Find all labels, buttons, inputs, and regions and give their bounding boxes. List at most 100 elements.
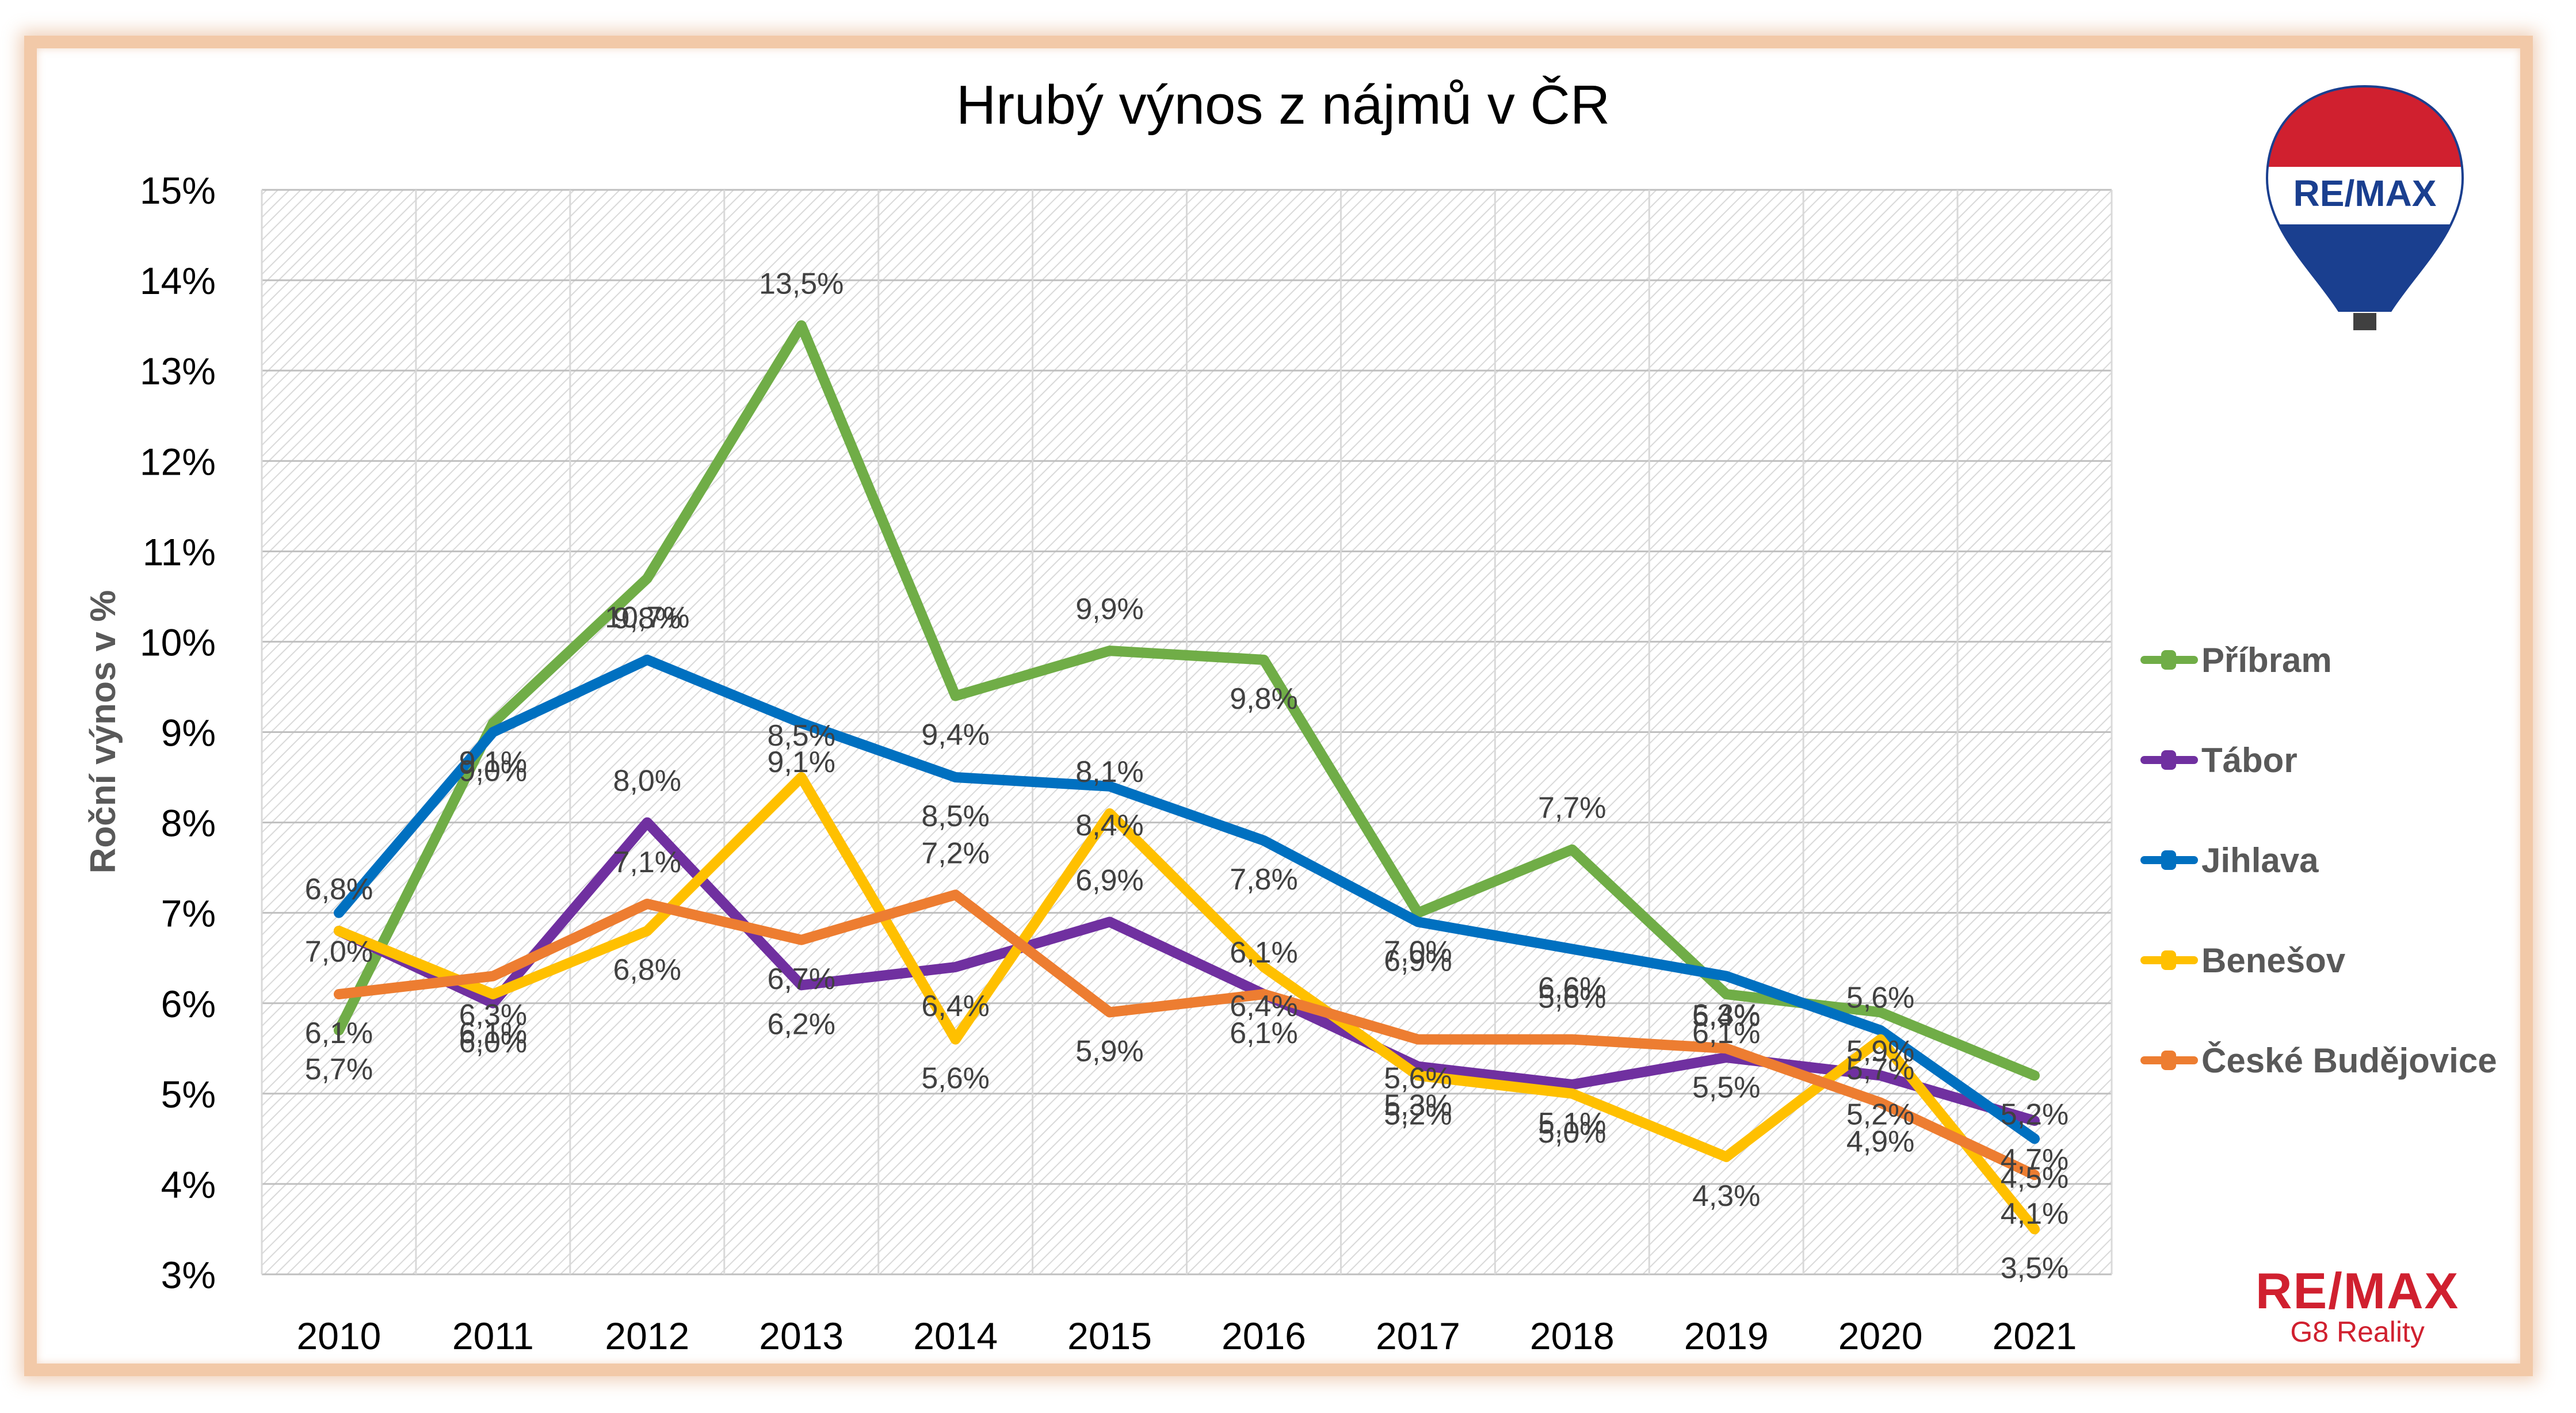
data-label: 5,7% <box>1846 1053 1915 1086</box>
remax-balloon-logo: RE/MAX <box>2265 85 2464 330</box>
y-axis-title: Roční výnos v % <box>83 590 123 874</box>
balloon-brand-text: RE/MAX <box>2293 173 2437 214</box>
x-tick-label: 2012 <box>605 1315 689 1357</box>
y-tick-label: 15% <box>140 169 216 212</box>
data-label: 5,6% <box>1538 982 1606 1015</box>
data-label: 13,5% <box>759 268 844 301</box>
data-label: 6,8% <box>305 873 373 906</box>
x-tick-label: 2015 <box>1067 1315 1152 1357</box>
x-tick-label: 2020 <box>1838 1315 1923 1357</box>
data-label: 6,2% <box>767 1007 835 1041</box>
y-tick-label: 12% <box>140 440 216 483</box>
legend-item: České Budějovice <box>2140 1010 2532 1110</box>
x-axis-ticks: 2010 2011 2012 2013 2014 2015 2016 2017 2018 2019… <box>297 1315 2077 1357</box>
series-line-benešov <box>333 772 2040 1235</box>
data-label: 8,5% <box>921 800 990 833</box>
grid-lines <box>261 189 2113 1275</box>
data-label: 5,4% <box>1692 999 1761 1033</box>
y-tick-label: 10% <box>140 621 216 663</box>
data-label: 6,0% <box>459 1026 528 1059</box>
data-label: 6,1% <box>1692 1017 1761 1050</box>
data-label: 5,7% <box>305 1053 373 1086</box>
data-label: 4,3% <box>1692 1179 1761 1213</box>
y-tick-label: 7% <box>161 892 216 935</box>
data-label: 9,8% <box>613 602 682 635</box>
remax-g8-logo: RE/MAX G8 Reality <box>2256 1266 2459 1348</box>
x-tick-label: 2017 <box>1376 1315 1460 1357</box>
y-tick-label: 4% <box>161 1163 216 1206</box>
y-axis-ticks: 3% 4% 5% 6% 7% 8% 9% 10% 11% 12% 13% 14% 15% <box>140 169 216 1296</box>
data-label: 8,5% <box>767 719 835 753</box>
y-tick-label: 9% <box>161 712 216 754</box>
legend-swatch <box>2140 650 2198 670</box>
y-tick-label: 13% <box>140 350 216 392</box>
data-label: 6,4% <box>921 990 990 1023</box>
legend-item: Jihlava <box>2140 810 2532 910</box>
data-label: 6,8% <box>305 873 373 906</box>
x-tick-label: 2011 <box>452 1315 534 1357</box>
data-label: 3,5% <box>2001 1251 2069 1285</box>
data-label: 4,5% <box>2001 1161 2069 1194</box>
x-tick-label: 2018 <box>1530 1315 1615 1357</box>
legend-swatch <box>2140 950 2198 970</box>
data-label: 6,1% <box>1230 936 1298 969</box>
data-label: 6,4% <box>1230 990 1298 1023</box>
x-tick-label: 2019 <box>1684 1315 1769 1357</box>
x-tick-label: 2013 <box>759 1315 844 1357</box>
data-label: 8,1% <box>1075 755 1144 789</box>
legend-label: Tábor <box>2201 740 2298 780</box>
logo-subtitle: G8 Reality <box>2290 1316 2425 1348</box>
legend-label: Jihlava <box>2201 841 2319 880</box>
y-tick-label: 5% <box>161 1073 216 1116</box>
data-label: 9,9% <box>1075 593 1144 626</box>
legend-label: Benešov <box>2201 941 2346 980</box>
x-tick-label: 2016 <box>1222 1315 1306 1357</box>
data-label: 6,8% <box>613 953 682 987</box>
data-label: 5,6% <box>1846 982 1915 1015</box>
data-label: 5,6% <box>921 1062 990 1095</box>
chart-title: Hrubý výnos z nájmů v ČR <box>956 74 1610 136</box>
legend-item: Benešov <box>2140 910 2532 1010</box>
y-tick-label: 3% <box>161 1254 216 1296</box>
data-label: 5,0% <box>1538 1116 1606 1150</box>
data-label: 5,2% <box>2001 1098 2069 1131</box>
data-label: 4,9% <box>1846 1125 1915 1159</box>
legend-swatch <box>2140 750 2198 770</box>
series-line-české-budějovice <box>333 889 2040 1181</box>
data-label: 7,2% <box>921 837 990 870</box>
data-label: 5,6% <box>1384 1062 1452 1095</box>
y-tick-label: 11% <box>143 530 216 573</box>
data-label: 7,0% <box>305 935 373 969</box>
data-label: 8,4% <box>1075 809 1144 842</box>
x-tick-label: 2021 <box>1993 1315 2077 1357</box>
series-line-jihlava <box>333 654 2040 1144</box>
data-label: 9,4% <box>921 719 990 752</box>
series-lines <box>333 320 2040 1235</box>
data-label: 6,3% <box>459 999 528 1032</box>
data-label: 6,3% <box>1692 999 1761 1032</box>
data-label: 8,0% <box>613 765 682 798</box>
y-tick-label: 14% <box>140 259 216 302</box>
data-label: 9,8% <box>1230 682 1298 716</box>
data-label: 6,6% <box>1538 972 1606 1005</box>
legend-item: Tábor <box>2140 710 2532 810</box>
data-label: 5,1% <box>1538 1107 1606 1140</box>
legend-label: Příbram <box>2201 640 2332 679</box>
legend-swatch <box>2140 1051 2198 1070</box>
legend-item: Příbram <box>2140 610 2532 710</box>
x-tick-label: 2014 <box>913 1315 998 1357</box>
data-label: 5,9% <box>1075 1034 1144 1068</box>
data-label: 7,7% <box>1538 792 1606 825</box>
legend-swatch <box>2140 850 2198 870</box>
data-label: 6,1% <box>1230 1017 1298 1050</box>
data-labels: 5,7% 9,1% 10,7% 13,5% 9,4% 9,9% 9,8% 7,0% 7,7% 6,… <box>305 268 2069 1285</box>
data-label: 9,1% <box>459 746 528 779</box>
y-tick-label: 6% <box>161 983 216 1025</box>
series-line-příbram <box>333 320 2040 1081</box>
data-label: 6,9% <box>1384 944 1452 977</box>
data-label: 7,1% <box>613 846 682 879</box>
data-label: 5,5% <box>1692 1071 1761 1104</box>
data-label: 6,7% <box>767 963 835 996</box>
data-label: 7,8% <box>1230 863 1298 896</box>
